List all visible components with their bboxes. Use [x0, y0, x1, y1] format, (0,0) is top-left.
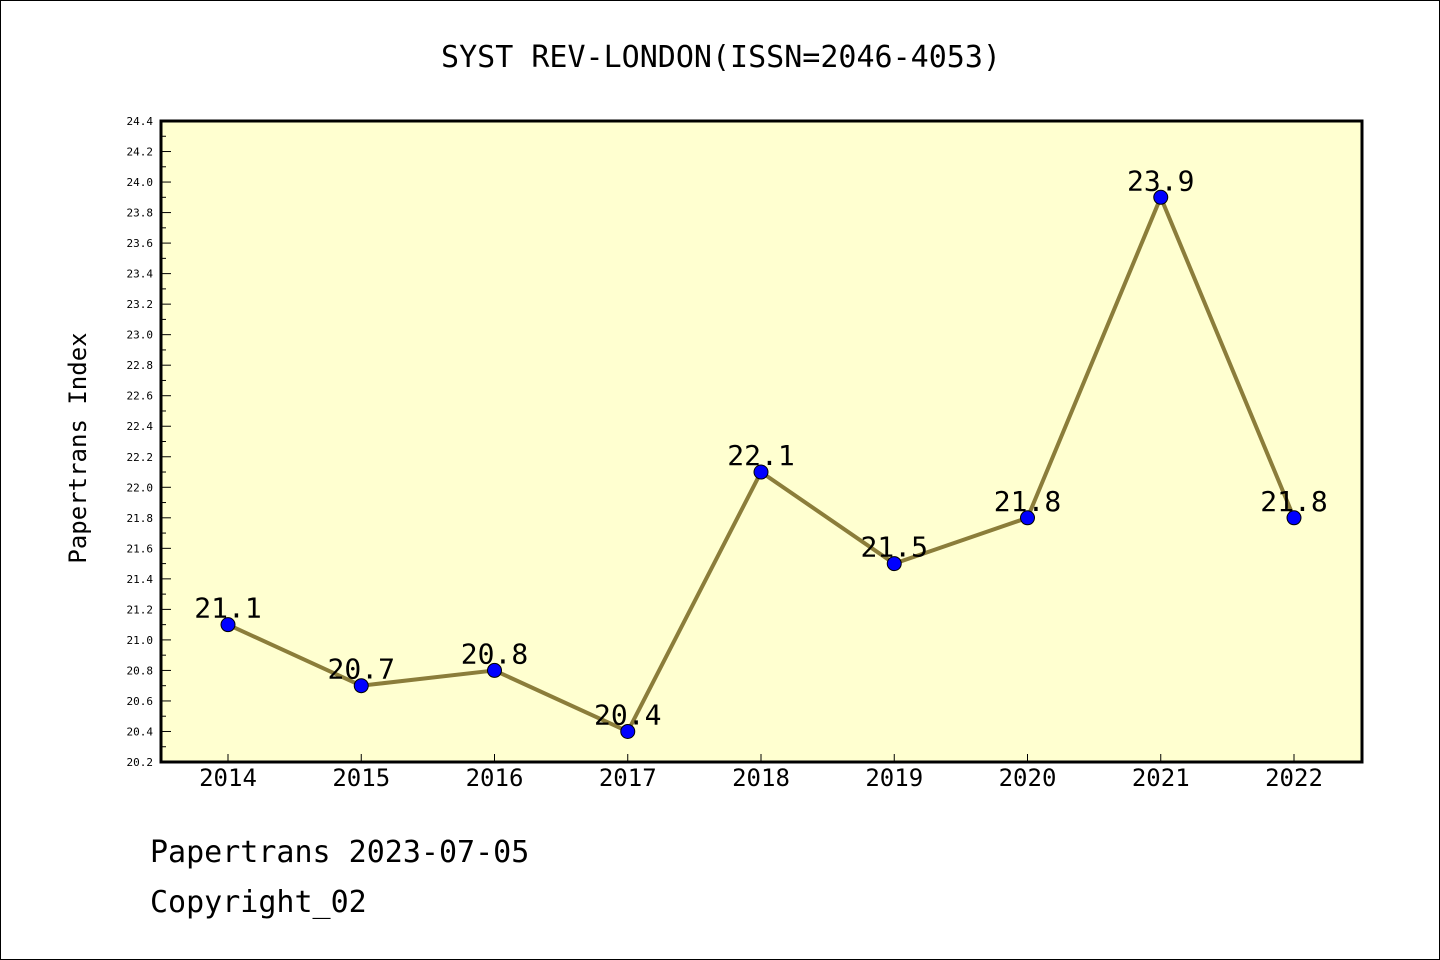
data-point: [1153, 189, 1169, 205]
y-tick-label: 23.8: [127, 207, 154, 220]
data-point: [220, 617, 236, 633]
y-tick-label: 20.4: [127, 725, 154, 738]
y-tick-label: 21.2: [127, 603, 154, 616]
x-tick-label: 2022: [1265, 764, 1323, 792]
x-axis-ticks: 2014 2015 2016 2017 2018 2019 2020 2021 2022: [199, 754, 1323, 792]
x-tick-label: 2016: [466, 764, 524, 792]
data-label: 22.1: [727, 439, 794, 472]
y-tick-label: 21.4: [127, 573, 154, 586]
y-tick-label: 20.8: [127, 664, 154, 677]
data-label: 21.8: [994, 485, 1061, 518]
x-tick-label: 2018: [732, 764, 790, 792]
x-tick-label: 2015: [332, 764, 390, 792]
y-tick-label: 22.8: [127, 359, 154, 372]
y-tick-label: 22.0: [127, 481, 154, 494]
y-tick-label: 24.4: [127, 115, 154, 128]
data-point: [1286, 510, 1302, 526]
y-tick-label: 22.6: [127, 390, 154, 403]
chart-title: SYST REV-LONDON(ISSN=2046-4053): [441, 40, 1001, 75]
y-tick-label: 20.2: [127, 756, 154, 769]
y-tick-label: 20.6: [127, 695, 154, 708]
data-label: 21.5: [861, 531, 928, 564]
x-tick-label: 2019: [865, 764, 923, 792]
data-label: 20.7: [328, 653, 395, 686]
data-label: 21.1: [194, 592, 261, 625]
x-tick-label: 2014: [199, 764, 257, 792]
plot-area: [159, 119, 1364, 764]
y-axis-label: Papertrans Index: [64, 332, 92, 563]
y-tick-label: 21.6: [127, 542, 154, 555]
data-label: 20.8: [461, 637, 528, 670]
data-point: [1020, 510, 1035, 526]
series-layer: 21.1 20.7 20.8 20.4 22.1 21.5 21.8 23.9 21.8: [194, 164, 1328, 739]
y-tick-label: 24.2: [127, 146, 154, 159]
y-tick-label: 24.0: [127, 176, 154, 189]
data-label: 23.9: [1127, 164, 1194, 197]
y-tick-label: 21.8: [127, 512, 154, 525]
y-tick-label: 23.0: [127, 329, 154, 342]
data-point: [353, 678, 369, 694]
data-point: [620, 723, 636, 739]
footer-date: Papertrans 2023-07-05: [150, 835, 530, 870]
data-point: [886, 556, 902, 572]
footer-copyright: Copyright_02: [150, 885, 367, 920]
data-point: [487, 662, 502, 678]
y-tick-label: 23.2: [127, 298, 154, 311]
data-point: [753, 464, 769, 480]
y-tick-label: 22.2: [127, 451, 154, 464]
y-tick-label: 23.4: [127, 268, 154, 281]
x-tick-label: 2017: [599, 764, 657, 792]
data-label: 20.4: [594, 698, 661, 731]
y-tick-label: 21.0: [127, 634, 154, 647]
x-tick-label: 2021: [1132, 764, 1190, 792]
y-axis-ticks: 20.2 20.4 20.6 20.8 21.0 21.2 21.4 21.6 21.8 22.0…: [127, 115, 171, 769]
y-tick-label: 23.6: [127, 237, 154, 250]
y-tick-label: 22.4: [127, 420, 154, 433]
x-tick-label: 2020: [999, 764, 1057, 792]
data-label: 21.8: [1260, 485, 1327, 518]
